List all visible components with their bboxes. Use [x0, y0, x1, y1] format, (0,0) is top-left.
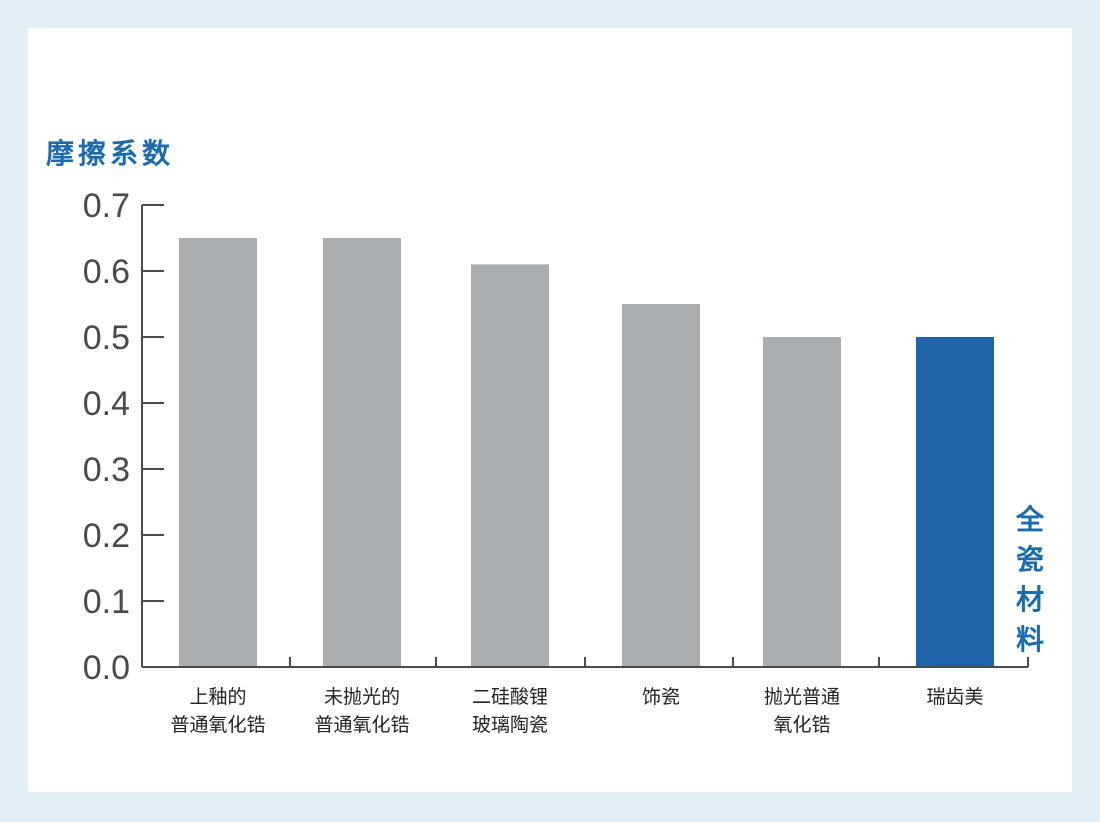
x-tick-label-5-0: 瑞齿美: [926, 686, 983, 708]
y-tick-label-7: 0.7: [83, 187, 130, 225]
x-tick-label-3-0: 饰瓷: [642, 686, 680, 708]
x-tick-label-4-1: 氧化锆: [773, 714, 830, 736]
annotation-char-0: 全: [1015, 503, 1044, 536]
bar-0: [179, 238, 257, 667]
x-tick-label-0-0: 上釉的: [189, 686, 246, 708]
bar-5: [916, 337, 994, 667]
x-tick-label-2-0: 二硅酸锂: [472, 686, 548, 708]
annotation-label: 全瓷材料: [1012, 500, 1048, 660]
y-tick-label-3: 0.3: [83, 451, 130, 489]
y-tick-label-0: 0.0: [83, 649, 130, 687]
y-tick-label-5: 0.5: [83, 319, 130, 357]
bar-3: [622, 304, 700, 667]
x-tick-label-0-1: 普通氧化锆: [170, 714, 265, 736]
x-tick-label-4-0: 抛光普通: [764, 686, 840, 708]
bar-4: [763, 337, 841, 667]
x-tick-label-1-0: 未抛光的: [324, 686, 400, 708]
x-tick-label-1-1: 普通氧化锆: [314, 714, 409, 736]
annotation-char-2: 材: [1015, 583, 1044, 616]
y-tick-label-6: 0.6: [83, 253, 130, 291]
y-tick-label-2: 0.2: [83, 517, 130, 555]
y-tick-label-4: 0.4: [83, 385, 130, 423]
annotation-char-1: 瓷: [1015, 543, 1044, 576]
y-axis-title: 摩擦系数: [46, 137, 175, 170]
annotation-char-3: 料: [1015, 623, 1044, 656]
y-tick-label-1: 0.1: [83, 583, 130, 621]
bar-1: [323, 238, 401, 667]
x-tick-label-2-1: 玻璃陶瓷: [472, 714, 548, 736]
bar-2: [471, 264, 549, 667]
